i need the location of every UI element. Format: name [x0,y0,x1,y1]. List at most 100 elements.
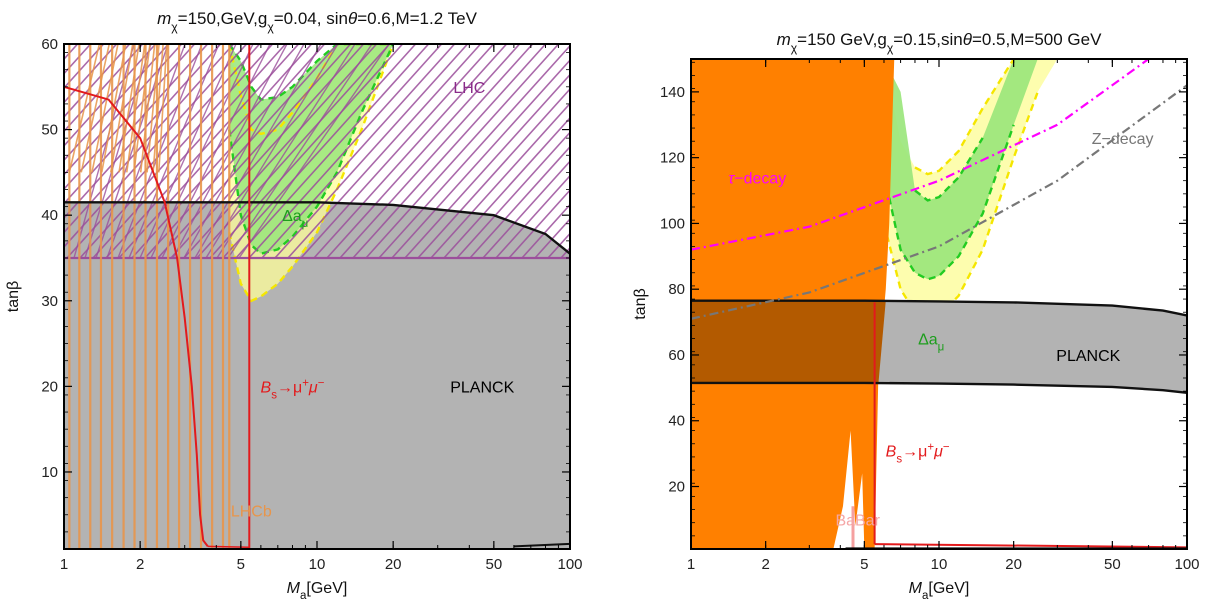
delta-amu-label: Δaμ [918,332,944,354]
bsmumu-curve [64,85,209,548]
lhcb-line [109,44,134,173]
y-tick-label: 40 [41,207,58,224]
lhc-hatch-line [144,44,339,259]
lhc-hatch-line [534,217,570,259]
y-axis-label: tanβ [5,281,22,312]
lhc-hatch-line [0,44,26,258]
delta-amu-green-boundary [228,44,394,101]
lhc-hatch-line [417,87,570,259]
x-tick-label: 50 [1104,556,1121,573]
delta-amu-green-boundary [882,124,1015,281]
x-axis-label: Ma[GeV] [909,580,970,602]
plot-area [691,59,1187,549]
lhc-hatch-line [326,44,521,259]
x-tick-label: 2 [136,556,144,573]
lhc-hatch-line [378,44,570,259]
planck-lower-boundary [691,381,1187,394]
lhc-hatch-line [469,145,570,259]
lhc-hatch-line [227,44,373,259]
y-tick-label: 100 [660,215,685,232]
y-tick-label: 120 [660,150,685,167]
lhc-hatch-line [300,44,495,259]
delta-amu-green-boundary [914,137,984,202]
lhcb-line [68,44,101,173]
lhc-hatch-line [205,44,339,259]
y-tick-label: 20 [41,378,58,395]
y-tick-label: 50 [41,122,58,139]
lhc-hatch-line [216,44,356,259]
z-decay-line [691,84,1187,320]
bsmumu-floor [207,545,250,549]
y-tick-label: 60 [41,36,58,53]
lhc-hatch-line [495,174,570,259]
x-tick-label: 100 [1174,556,1199,573]
tau-decay-label: τ−decay [728,170,786,187]
y-tick-label: 140 [660,84,685,101]
lhc-hatch-line [391,59,570,259]
x-axis-label: Ma[GeV] [287,580,348,602]
x-tick-label: 5 [237,556,245,573]
y-tick-label: 10 [41,464,58,481]
lhc-label: LHC [453,80,485,97]
lhc-hatch-line [128,44,220,259]
x-tick-label: 20 [385,556,402,573]
lhc-hatch-line [482,160,570,259]
lhc-hatch-line [183,44,305,259]
lhcb-line [100,44,127,173]
planck-upper-boundary [691,299,1187,317]
lhc-hatch-line [508,189,570,259]
lhc-hatch-line [64,44,105,90]
lhc-hatch-line [235,44,430,259]
y-axis-label: tanβ [632,288,649,319]
lhc-hatch-line [0,44,13,258]
lhcb-line [125,44,146,173]
lhc-hatch-line [64,44,170,162]
plot-area [0,44,570,549]
y-tick-label: 60 [668,347,685,364]
delta-amu-label: Δaμ [282,208,308,230]
bsmumu-label: Bs→μ+μ− [886,441,950,465]
x-tick-label: 100 [557,556,582,573]
lhc-hatch-line [287,44,482,259]
lhc-hatch-line [194,44,322,259]
chart-right: PLANCK τ−decay Z−decay Bs→μ+μ− BaBar Δaμ 1 2 5 10… [632,30,1200,602]
x-tick-label: 50 [485,556,502,573]
lhc-hatch-line [313,44,508,259]
delta-amu-yellow-boundary [228,44,395,303]
orange-planck-overlap [691,300,886,383]
planck-label: PLANCK [1056,348,1120,365]
chart-left: PLANCK LHC LHCb Bs→μ+μ− Δaμ 1 2 5 10 20 50 100 10 20 3… [0,9,583,602]
lhcb-line [158,44,168,173]
x-tick-label: 10 [309,556,326,573]
x-tick-label: 1 [60,556,68,573]
delta-amu-yellow-boundary [914,59,1015,176]
x-tick-label: 5 [860,556,868,573]
lhcb-line [152,44,164,173]
lhc-hatch-line [66,44,261,259]
lhc-hatch-line [339,44,534,259]
x-tick-label: 2 [761,556,769,573]
lhcb-line [118,44,140,173]
lhcb-line [139,44,156,173]
lhc-hatch-line [209,44,404,259]
x-tick-label: 10 [931,556,948,573]
chart-title: mχ=150,GeV,gχ=0.04, sinθ=0.6,M=1.2 TeV [157,9,477,34]
tau-decay-line [691,59,1150,251]
x-tick-label: 20 [1005,556,1022,573]
lhcb-line [80,44,111,173]
bsmumu-label: Bs→μ+μ− [261,377,325,401]
lhc-hatch-line [0,44,52,258]
planck-label: PLANCK [450,379,514,396]
lhc-hatch-line [64,44,66,46]
lhc-hatch-line [64,44,131,119]
chart-title: mχ=150 GeV,gχ=0.15,sinθ=0.5,M=500 GeV [777,30,1103,55]
lhc-hatch-line [64,44,118,104]
z-decay-label: Z−decay [1092,131,1154,148]
lhc-hatch-line [222,44,417,259]
y-tick-label: 30 [41,293,58,310]
bsmumu-floor [874,543,1187,549]
lhc-hatch-line [521,203,570,259]
lhc-hatch-line [238,44,390,259]
lhc-hatch-line [404,73,570,259]
babar-label: BaBar [835,512,880,529]
